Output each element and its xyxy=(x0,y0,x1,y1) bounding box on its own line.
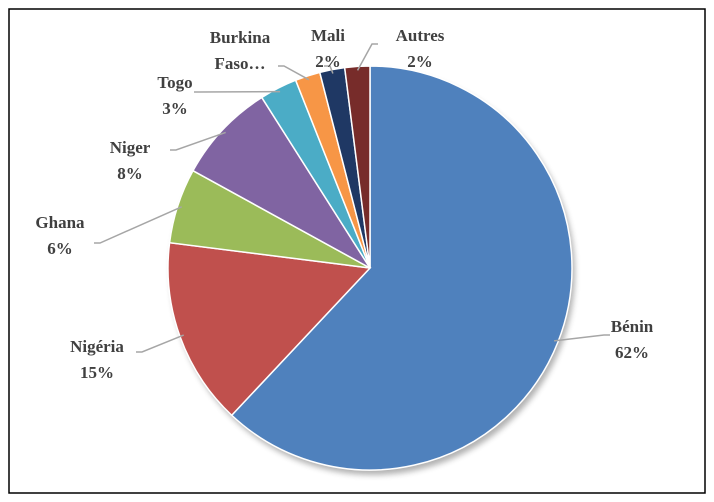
category-label: Nigéria xyxy=(70,337,124,356)
pie-slice xyxy=(230,65,573,471)
data-label: Ghana 6% xyxy=(10,210,110,262)
data-label: Nigéria 15% xyxy=(47,334,147,386)
leader-line xyxy=(170,131,226,151)
value-label: 8% xyxy=(117,164,143,183)
data-label: Burkina Faso… xyxy=(190,25,290,77)
data-label: Togo 3% xyxy=(125,70,225,122)
category-label: Bénin xyxy=(610,317,654,336)
data-label: Autres 2% xyxy=(370,23,470,75)
data-label: Bénin 62% xyxy=(582,314,682,366)
pie-slice xyxy=(343,65,371,269)
value-label: 62% xyxy=(615,343,649,362)
category-label: Ghana xyxy=(35,213,85,232)
value-label: 3% xyxy=(162,99,188,118)
category-label: Togo xyxy=(157,73,193,92)
pie-slice xyxy=(191,96,371,269)
value-label: 15% xyxy=(80,363,114,382)
leader-line xyxy=(278,65,310,81)
category-label: Niger xyxy=(109,138,151,157)
leader-line xyxy=(324,65,334,74)
leader-line xyxy=(136,334,184,353)
leader-line xyxy=(356,43,378,71)
leader-line xyxy=(554,334,610,342)
category-label: Autres xyxy=(395,26,445,45)
leader-line xyxy=(94,206,182,244)
value-label: 2% xyxy=(407,52,433,71)
category-label: Burkina Faso… xyxy=(209,28,271,73)
value-label: 6% xyxy=(47,239,73,258)
value-label: 2% xyxy=(315,52,341,71)
category-label: Mali xyxy=(311,26,345,45)
data-label: Mali 2% xyxy=(278,23,378,75)
data-label: Niger 8% xyxy=(80,135,180,187)
